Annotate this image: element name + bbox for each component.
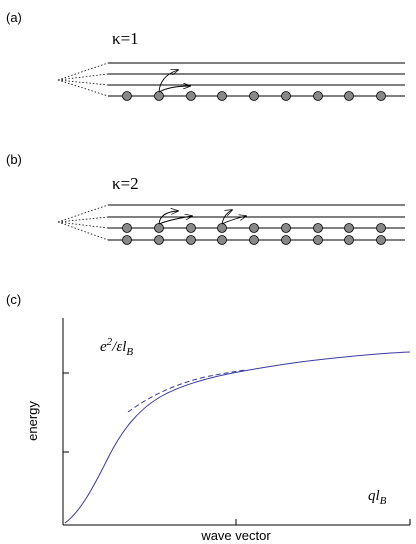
y-axis-label: energy bbox=[25, 401, 40, 441]
x-unit-base: ql bbox=[368, 488, 380, 504]
kappa-label: κ=2 bbox=[112, 174, 139, 193]
y-unit: e2/εlB bbox=[100, 336, 133, 358]
lines-b bbox=[108, 204, 405, 241]
arrows-b bbox=[158, 210, 246, 225]
y-unit-sup: 2 bbox=[107, 336, 113, 348]
kappa-label: κ=1 bbox=[112, 29, 139, 48]
lines-a bbox=[108, 62, 405, 97]
panel-label: (b) bbox=[6, 152, 22, 167]
x-axis-label: wave vector bbox=[200, 528, 271, 543]
x-unit-sub: B bbox=[380, 495, 387, 507]
x-unit: qlB bbox=[368, 488, 387, 507]
y-unit-base: e bbox=[100, 339, 107, 355]
y-unit-sub: B bbox=[126, 346, 133, 358]
fan-b bbox=[57, 204, 109, 241]
axes bbox=[62, 318, 411, 526]
panel-label: (a) bbox=[6, 10, 22, 25]
dots-a bbox=[122, 91, 386, 101]
arrows-a bbox=[158, 70, 190, 93]
fan-a bbox=[57, 62, 109, 97]
dashed-curve bbox=[127, 369, 246, 413]
panel-label: (c) bbox=[6, 292, 21, 307]
dots-b bbox=[122, 223, 386, 245]
y-unit-mid: /εl bbox=[111, 339, 126, 355]
solid-curve bbox=[64, 351, 411, 524]
